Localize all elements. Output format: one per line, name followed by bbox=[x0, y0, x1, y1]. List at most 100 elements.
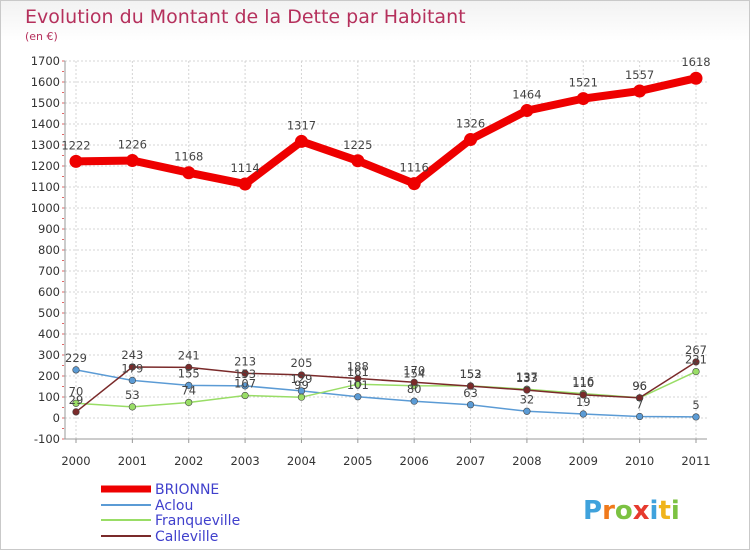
data-point-calleville bbox=[466, 382, 475, 390]
data-point-brionne bbox=[576, 92, 590, 106]
data-label-calleville: 152 bbox=[460, 367, 482, 381]
data-point-calleville bbox=[636, 394, 644, 402]
y-tick-label: 1400 bbox=[31, 117, 60, 131]
data-label-calleville: 170 bbox=[403, 363, 425, 377]
data-point-brionne bbox=[69, 154, 83, 168]
y-tick-label: 600 bbox=[38, 285, 60, 299]
proxiti-logo: Proxiti bbox=[583, 496, 680, 526]
data-label-calleville: 110 bbox=[572, 376, 594, 390]
data-point-calleville bbox=[241, 369, 249, 377]
data-point-calleville bbox=[128, 363, 136, 371]
data-label-franqueville: 74 bbox=[181, 383, 196, 397]
data-label-aclou: 5 bbox=[692, 398, 699, 412]
data-point-brionne bbox=[351, 154, 365, 168]
data-label-franqueville: 154 bbox=[403, 367, 425, 381]
x-tick-label: 2011 bbox=[681, 454, 710, 468]
data-point-aclou bbox=[692, 413, 700, 421]
data-point-calleville bbox=[410, 378, 418, 386]
y-tick-label: 1100 bbox=[31, 180, 60, 194]
y-tick-label: 900 bbox=[38, 222, 60, 236]
data-point-aclou bbox=[579, 410, 587, 418]
data-label-aclou: 7 bbox=[636, 398, 643, 412]
y-tick-label: 800 bbox=[38, 243, 60, 257]
data-point-calleville bbox=[692, 358, 700, 366]
data-point-calleville bbox=[185, 363, 193, 371]
series-line-aclou bbox=[75, 369, 697, 418]
data-label-franqueville: 116 bbox=[572, 375, 594, 389]
data-point-aclou bbox=[354, 393, 362, 401]
data-point-aclou bbox=[523, 407, 531, 415]
data-point-calleville bbox=[297, 371, 306, 379]
data-point-calleville bbox=[523, 386, 531, 394]
data-label-aclou: 229 bbox=[65, 351, 87, 365]
data-label-brionne: 1317 bbox=[287, 118, 316, 132]
data-label-brionne: 1116 bbox=[400, 161, 429, 175]
logo-letter: P bbox=[583, 496, 602, 526]
data-label-calleville: 29 bbox=[69, 393, 84, 407]
data-point-calleville bbox=[354, 374, 362, 383]
logo-letter: t bbox=[658, 496, 670, 526]
data-label-aclou: 153 bbox=[234, 367, 256, 381]
data-label-aclou: 80 bbox=[407, 382, 422, 396]
data-label-calleville: 188 bbox=[347, 360, 369, 374]
data-label-brionne: 1114 bbox=[230, 161, 259, 175]
data-point-aclou bbox=[128, 376, 136, 385]
x-tick-label: 2007 bbox=[456, 454, 485, 468]
data-point-aclou bbox=[466, 401, 475, 409]
x-tick-label: 2001 bbox=[118, 454, 147, 468]
data-label-aclou: 19 bbox=[576, 395, 591, 409]
data-label-calleville: 133 bbox=[516, 371, 538, 385]
data-label-calleville: 205 bbox=[290, 356, 312, 370]
chart-subtitle: (en €) bbox=[25, 30, 58, 43]
data-point-brionne bbox=[520, 104, 534, 118]
chart-title: Evolution du Montant de la Dette par Hab… bbox=[25, 6, 466, 28]
y-tick-label: 500 bbox=[38, 306, 60, 320]
data-label-brionne: 1225 bbox=[343, 138, 372, 152]
y-tick-label: 1000 bbox=[31, 201, 60, 215]
y-tick-label: 0 bbox=[53, 411, 60, 425]
y-tick-label: 700 bbox=[38, 264, 60, 278]
data-label-calleville: 243 bbox=[121, 348, 143, 362]
series-line-franqueville bbox=[75, 370, 697, 408]
axes: -100 0 100 200 300 400 500 600 700 800 900 1000 1100… bbox=[31, 54, 711, 468]
series bbox=[69, 71, 703, 421]
data-point-aclou bbox=[185, 381, 193, 390]
data-label-brionne: 1464 bbox=[512, 88, 541, 102]
data-point-aclou bbox=[410, 397, 418, 405]
data-label-aclou: 155 bbox=[178, 366, 200, 380]
data-label-franqueville: 99 bbox=[294, 378, 309, 392]
y-tick-label: 200 bbox=[38, 369, 60, 383]
grid bbox=[65, 60, 707, 440]
data-point-calleville bbox=[579, 391, 587, 399]
y-tick-label: 1500 bbox=[31, 96, 60, 110]
x-tick-label: 2008 bbox=[512, 454, 541, 468]
series-line-calleville bbox=[75, 361, 697, 413]
x-tick-label: 2005 bbox=[343, 454, 372, 468]
data-point-brionne bbox=[125, 154, 139, 168]
data-label-brionne: 1618 bbox=[681, 55, 710, 69]
data-point-franqueville bbox=[692, 367, 700, 376]
y-tick-label: 300 bbox=[38, 348, 60, 362]
logo-letter: o bbox=[615, 496, 633, 526]
logo-letter: r bbox=[602, 496, 615, 526]
legend-label-franqueville: Franqueville bbox=[155, 513, 240, 529]
data-point-franqueville bbox=[72, 399, 80, 407]
data-label-aclou: 101 bbox=[347, 378, 369, 392]
data-label-calleville: 96 bbox=[632, 379, 647, 393]
x-tick-label: 2006 bbox=[400, 454, 429, 468]
data-labels: 1222 122611681114131712251116132614641521… bbox=[61, 55, 710, 412]
data-point-franqueville bbox=[185, 398, 193, 407]
data-point-brionne bbox=[633, 84, 647, 98]
y-tick-label: 1700 bbox=[31, 54, 60, 68]
data-point-calleville bbox=[72, 408, 80, 416]
data-label-franqueville: 161 bbox=[347, 365, 369, 379]
y-tick-label: -100 bbox=[34, 432, 60, 446]
data-label-brionne: 1226 bbox=[118, 138, 147, 152]
legend-label-aclou: Aclou bbox=[155, 498, 193, 514]
data-point-brionne bbox=[464, 133, 478, 147]
data-point-aclou bbox=[241, 382, 249, 390]
data-point-brionne bbox=[689, 71, 703, 85]
data-label-calleville: 267 bbox=[685, 343, 707, 357]
data-label-calleville: 241 bbox=[178, 348, 200, 362]
